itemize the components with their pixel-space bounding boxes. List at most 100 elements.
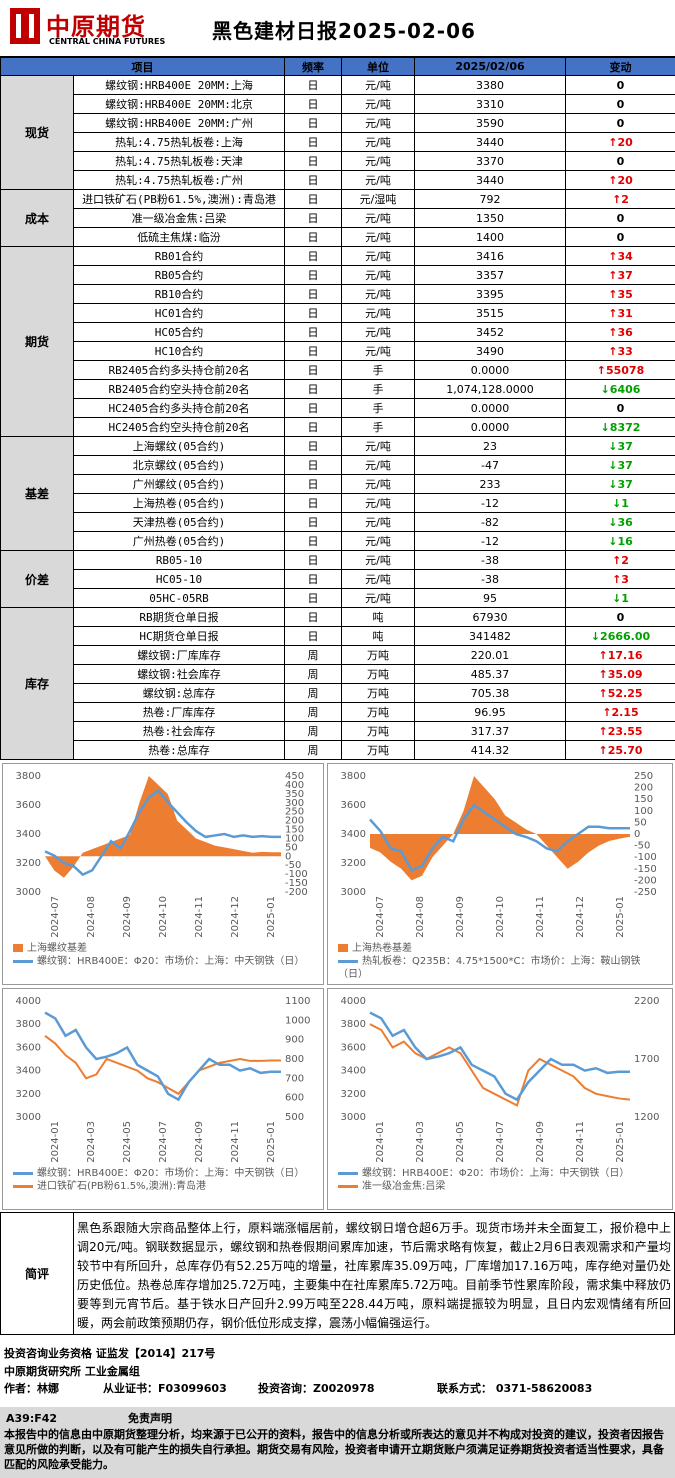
- cell-value: 485.37: [414, 664, 566, 684]
- cell-unit: 万吨: [341, 664, 415, 684]
- right-tick-label: 50: [634, 817, 647, 828]
- cell-freq: 日: [284, 170, 342, 190]
- cell-value: 792: [414, 189, 566, 209]
- report-header: 中原期货 CENTRAL CHINA FUTURES 黑色建材日报2025-02…: [0, 0, 675, 57]
- arrow-down-icon: ↓: [608, 439, 618, 453]
- table-row: HC05合约日元/吨 3452 ↑36: [1, 322, 675, 342]
- right-tick-label: 350: [285, 789, 304, 800]
- cell-value: -47: [414, 455, 566, 475]
- table-row: 螺纹钢:社会库存周万吨 485.37 ↑35.09: [1, 664, 675, 684]
- table-row: 05HC-05RB 日元/吨 95 ↓1: [1, 588, 675, 608]
- table-row: 螺纹钢:HRB400E 20MM:北京日元/吨 3310 0: [1, 94, 675, 114]
- cell-item: HC01合约: [73, 303, 285, 323]
- right-tick-label: -200: [634, 875, 657, 886]
- cell-change: ↑2: [565, 550, 675, 570]
- x-tick-label: 2024-10: [495, 896, 506, 938]
- change-value: 0: [616, 610, 625, 624]
- cell-item: 热轧:4.75热轧板卷:上海: [73, 132, 285, 152]
- cell-value: 3395: [414, 284, 566, 304]
- right-tick-label: -150: [634, 864, 657, 875]
- cell-value: 414.32: [414, 740, 566, 760]
- table-row: HC2405合约多头持仓前20名日手 0.0000 0: [1, 398, 675, 418]
- cell-value: 1350: [414, 208, 566, 228]
- change-value: 36: [617, 325, 633, 339]
- cell-value: 220.01: [414, 645, 566, 665]
- cell-value: 1,074,128.0000: [414, 379, 566, 399]
- category-label: 库存: [0, 607, 74, 760]
- right-tick-label: 250: [285, 807, 304, 818]
- legend-swatch: [13, 959, 33, 963]
- cell-change: 0: [565, 208, 675, 228]
- table-row: RB2405合约空头持仓前20名日手 1,074,128.0000 ↓6406: [1, 379, 675, 399]
- chart-legend: 螺纹钢：HRB400E：Φ20：市场价：上海：中天钢铁（日） 准一级冶金焦:吕梁: [338, 1167, 662, 1193]
- x-tick-label: 2025-01: [615, 896, 626, 938]
- cell-item: HC05-10: [73, 569, 285, 589]
- cell-unit: 元/吨: [341, 493, 415, 513]
- cell-ref: A39:F42: [6, 1412, 58, 1425]
- disclaimer-title: 免责声明: [128, 1412, 172, 1425]
- cell-freq: 日: [284, 94, 342, 114]
- institute-line: 中原期货研究所 工业金属组: [4, 1365, 140, 1378]
- cell-freq: 日: [284, 322, 342, 342]
- contact: 联系方式： 0371-58620083: [437, 1382, 593, 1395]
- cell-freq: 日: [284, 607, 342, 627]
- cell-unit: 元/吨: [341, 588, 415, 608]
- change-value: 16: [617, 534, 633, 548]
- cell-freq: 周: [284, 721, 342, 741]
- table-row: 期货 RB01合约日元/吨 3416 ↑34: [0, 246, 675, 437]
- table-row: 螺纹钢:总库存周万吨 705.38 ↑52.25: [1, 683, 675, 703]
- table-row: HC10合约日元/吨 3490 ↑33: [1, 341, 675, 361]
- arrow-down-icon: ↓: [608, 534, 618, 548]
- cell-freq: 日: [284, 379, 342, 399]
- left-tick-label: 3400: [16, 1066, 41, 1077]
- left-tick-label: 3800: [341, 771, 366, 782]
- category-label: 期货: [0, 246, 74, 437]
- table-row: 库存 RB期货仓单日报日吨 67930 0: [0, 607, 675, 760]
- arrow-up-icon: ↑: [598, 743, 608, 757]
- cell-item: 热轧:4.75热轧板卷:天津: [73, 151, 285, 171]
- cell-freq: 日: [284, 208, 342, 228]
- table-row: 广州螺纹(05合约) 日元/吨 233 ↓37: [1, 474, 675, 494]
- change-value: 2: [621, 192, 629, 206]
- cell-freq: 日: [284, 151, 342, 171]
- cell-value: 0.0000: [414, 398, 566, 418]
- cell-unit: 元/吨: [341, 265, 415, 285]
- cell-unit: 手: [341, 379, 415, 399]
- change-value: 36: [617, 515, 633, 529]
- cell-value: 3357: [414, 265, 566, 285]
- x-tick-label: 2024-03: [415, 1121, 426, 1163]
- cell-value: -38: [414, 550, 566, 570]
- basis-area: [370, 776, 630, 881]
- x-tick-label: 2024-05: [455, 1121, 466, 1163]
- col-header-freq: 频率: [284, 57, 342, 76]
- cell-unit: 元/吨: [341, 75, 415, 95]
- change-value: 52.25: [607, 686, 643, 700]
- right-tick-label: 1100: [285, 996, 310, 1007]
- cell-unit: 元/吨: [341, 208, 415, 228]
- x-tick-label: 2024-01: [50, 1121, 61, 1163]
- cell-change: 0: [565, 113, 675, 133]
- right-tick-label: -100: [634, 852, 657, 863]
- left-tick-label: 3000: [16, 1112, 41, 1123]
- left-tick-label: 3400: [16, 829, 41, 840]
- chart-legend: 上海热卷基差 热轧板卷：Q235B：4.75*1500*C：市场价：上海：鞍山钢铁…: [338, 942, 662, 981]
- change-value: 3: [621, 572, 629, 586]
- change-value: 33: [617, 344, 633, 358]
- x-tick-label: 2025-01: [615, 1121, 626, 1163]
- cell-item: 天津热卷(05合约): [73, 512, 285, 532]
- table-row: 热卷:社会库存周万吨 317.37 ↑23.55: [1, 721, 675, 741]
- left-tick-label: 3400: [341, 829, 366, 840]
- chart-svg: 38003600340032003000250200150100500-50-1…: [341, 771, 657, 938]
- x-tick-label: 2025-01: [266, 1121, 277, 1163]
- table-row: 热轧:4.75热轧板卷:上海日元/吨 3440 ↑20: [1, 132, 675, 152]
- page-title: 黑色建材日报2025-02-06: [212, 19, 476, 43]
- cell-unit: 元/吨: [341, 341, 415, 361]
- legend-item: 螺纹钢：HRB400E：Φ20：市场价：上海：中天钢铁（日）: [13, 955, 313, 968]
- cell-change: ↓2666.00: [565, 626, 675, 646]
- cell-item: 热卷:总库存: [73, 740, 285, 760]
- right-tick-label: 0: [285, 851, 291, 862]
- x-tick-label: 2024-11: [575, 1121, 586, 1163]
- series-line-price: [369, 1011, 630, 1102]
- change-value: 2: [621, 553, 629, 567]
- left-tick-label: 3200: [341, 1089, 366, 1100]
